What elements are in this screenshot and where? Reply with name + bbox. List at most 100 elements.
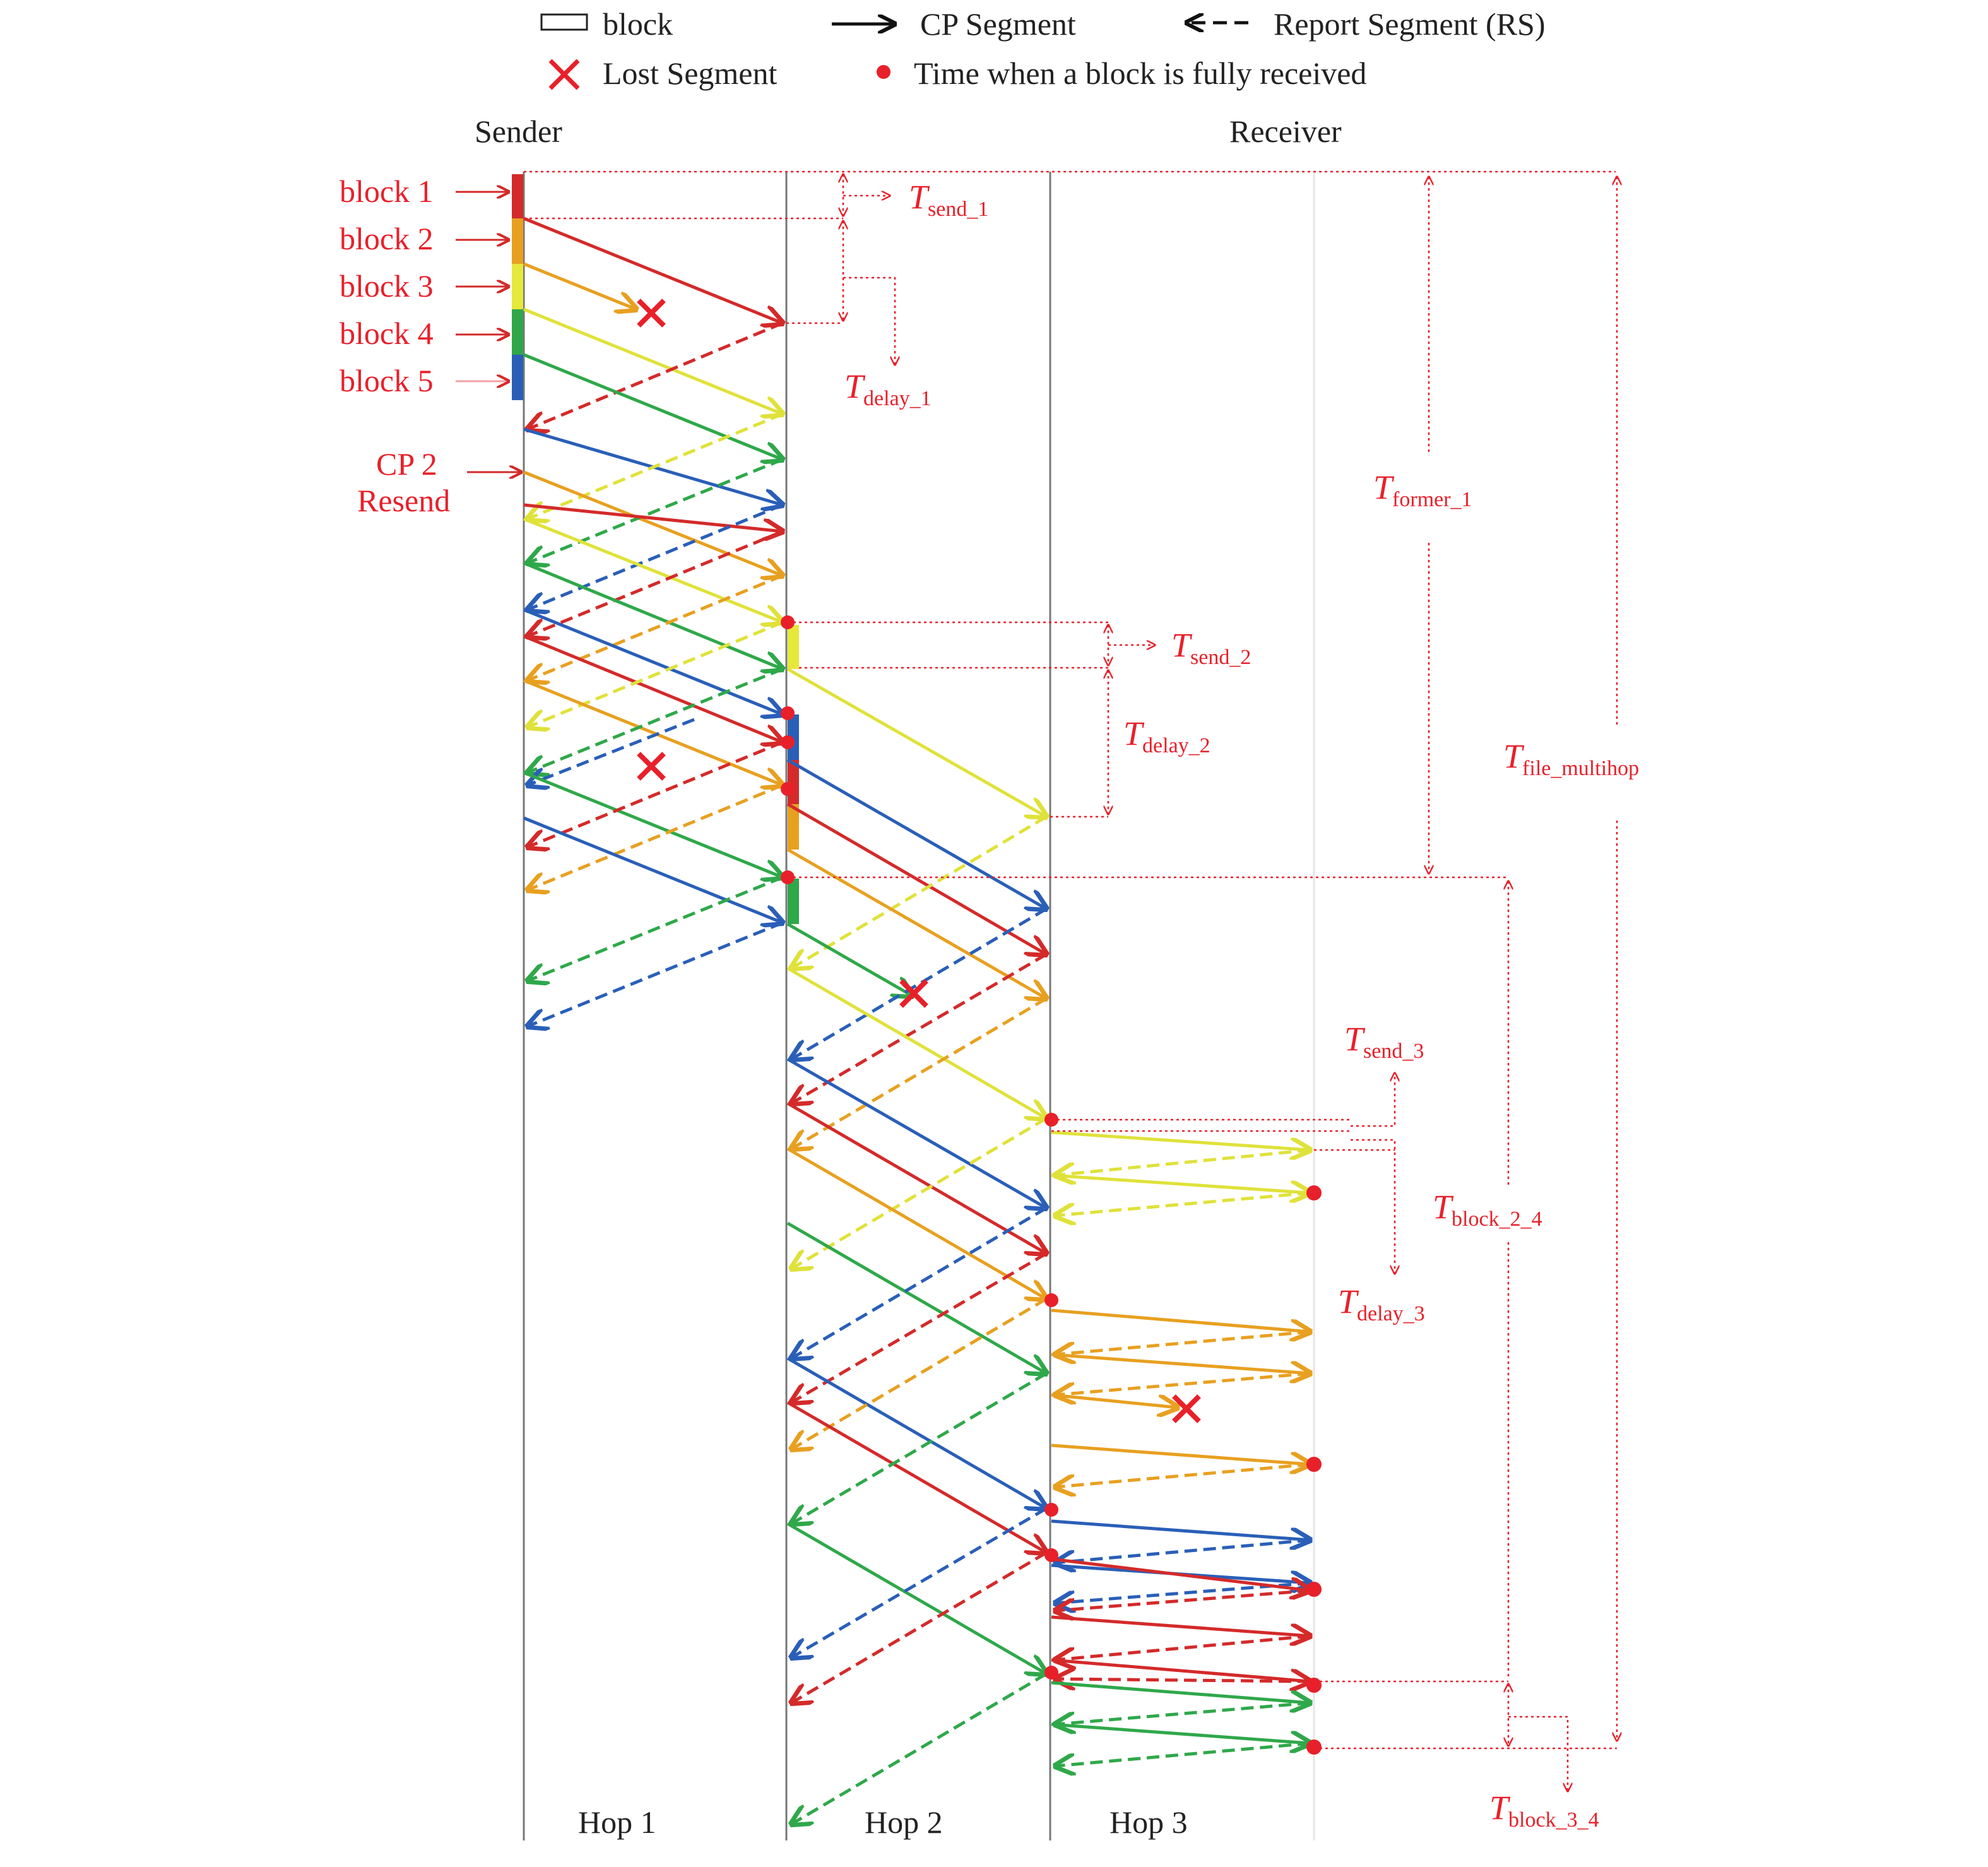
cp-segment: [786, 966, 1046, 1118]
sender-block-bars: [512, 174, 523, 400]
received-dot: [1044, 1548, 1058, 1562]
cp-segment: [1051, 1615, 1310, 1636]
hop-label-2: Hop 2: [865, 1805, 943, 1840]
relay1-block-2: [788, 804, 799, 850]
report-segment: [1055, 1330, 1311, 1354]
cp-segment: [1051, 1519, 1310, 1540]
received-dots: [781, 615, 1322, 1755]
cp-segment: [523, 561, 783, 669]
received-dot: [781, 782, 795, 796]
received-dot: [1306, 1457, 1322, 1472]
report-segment: [791, 815, 1048, 968]
sender-block-5: [512, 355, 523, 400]
relay1-block-3: [788, 625, 799, 669]
legend-block-icon: [540, 13, 588, 31]
cp-segment: [523, 216, 783, 323]
report-segment: [1055, 1191, 1311, 1216]
tdelay2-label: Tdelay_2: [1123, 714, 1210, 757]
cp-segment: [1051, 1722, 1310, 1743]
hop-label-1: Hop 1: [578, 1805, 656, 1840]
tdelay1-label: Tdelay_1: [844, 367, 932, 410]
cp-segment: [786, 667, 1046, 817]
received-dot: [1044, 1293, 1058, 1307]
tdelay1-pointer: [843, 276, 895, 365]
report-segment: [1055, 1372, 1311, 1395]
relay1-block-bars: [788, 625, 799, 924]
report-segment: [791, 1672, 1048, 1824]
cp-segment: [786, 1356, 1046, 1508]
lost-segment-icon: [637, 752, 666, 781]
cp-segment: [1051, 1443, 1310, 1464]
report-segment: [1055, 1741, 1311, 1766]
cp-segment: [523, 608, 783, 714]
received-dot: [1306, 1740, 1322, 1755]
tsend1-label: Tsend_1: [909, 178, 988, 221]
cp-segment: [1051, 1173, 1310, 1193]
tblock34-label: Tblock_3_4: [1489, 1789, 1599, 1832]
sender-block-3: [512, 264, 523, 309]
cp-segment: [786, 1057, 1046, 1208]
tblock24-label: Tblock_2_4: [1433, 1188, 1542, 1231]
report-segment: [1055, 1589, 1311, 1611]
report-segment: [528, 667, 783, 773]
block-label-3: block 3: [340, 268, 434, 304]
hop2-segments: [786, 667, 1048, 1824]
report-segment: [528, 740, 783, 847]
tdelay3-label: Tdelay_3: [1338, 1283, 1425, 1325]
legend-received-dot-icon: [877, 65, 890, 79]
tblock34-pointer: [1508, 1716, 1568, 1791]
legend-lost-label: Lost Segment: [603, 56, 777, 91]
report-segment: [1055, 1148, 1311, 1175]
tsend3-pointer: [1351, 1073, 1395, 1127]
tdelay3-pointer: [1351, 1139, 1395, 1274]
timing-annotations: [524, 170, 1617, 1791]
cp-segment: [523, 679, 783, 785]
report-segment: [791, 952, 1048, 1103]
report-segment: [1055, 1634, 1311, 1660]
report-segment: [1055, 1701, 1311, 1724]
cp-segment: [523, 517, 783, 622]
cp-segment: [523, 262, 636, 309]
relay1-block-4: [788, 879, 799, 924]
cp-segment: [786, 1401, 1046, 1553]
report-segment: [528, 458, 783, 563]
report-segment: [1055, 1462, 1311, 1487]
cp-segment: [786, 848, 1046, 999]
report-segment: [1055, 1538, 1311, 1563]
report-segment: [791, 907, 1048, 1059]
lost-segment-icon: [899, 979, 928, 1008]
block-label-5: block 5: [340, 363, 434, 398]
cp-segment: [786, 1221, 1046, 1373]
received-dot: [1306, 1185, 1322, 1200]
tsend3-label: Tsend_3: [1344, 1020, 1424, 1063]
hop3-segments: [1051, 1130, 1311, 1766]
cp-segment: [1051, 1308, 1310, 1332]
cp-segment: [1051, 1681, 1310, 1703]
cp-segment: [523, 353, 783, 459]
cp-resend-label-line2: Resend: [357, 483, 450, 518]
report-segment: [528, 321, 783, 429]
block-label-2: block 2: [340, 221, 434, 256]
received-dot: [1306, 1582, 1322, 1597]
report-segment: [528, 921, 783, 1026]
cp-segment: [786, 1522, 1046, 1674]
sender-block-4: [512, 309, 523, 355]
received-dot: [1306, 1678, 1322, 1693]
cp-segment: [1051, 1393, 1178, 1408]
report-segment: [791, 1252, 1048, 1402]
cp-segment: [786, 922, 913, 996]
sender-header: Sender: [475, 114, 562, 149]
cp-segment: [786, 1147, 1046, 1299]
cp-segment: [523, 771, 783, 877]
cp-segment: [523, 470, 783, 576]
report-segment: [528, 783, 783, 890]
report-segment: [528, 620, 783, 727]
cp-segment: [786, 1101, 1046, 1254]
hop1-segments: [523, 216, 783, 1026]
tformer1-label: Tformer_1: [1373, 468, 1472, 511]
report-segment: [791, 1206, 1048, 1358]
lost-segment-icon: [637, 299, 666, 328]
tfile-multihop-label: Tfile_multihop: [1503, 737, 1639, 780]
tsend2-label: Tsend_2: [1171, 626, 1251, 669]
